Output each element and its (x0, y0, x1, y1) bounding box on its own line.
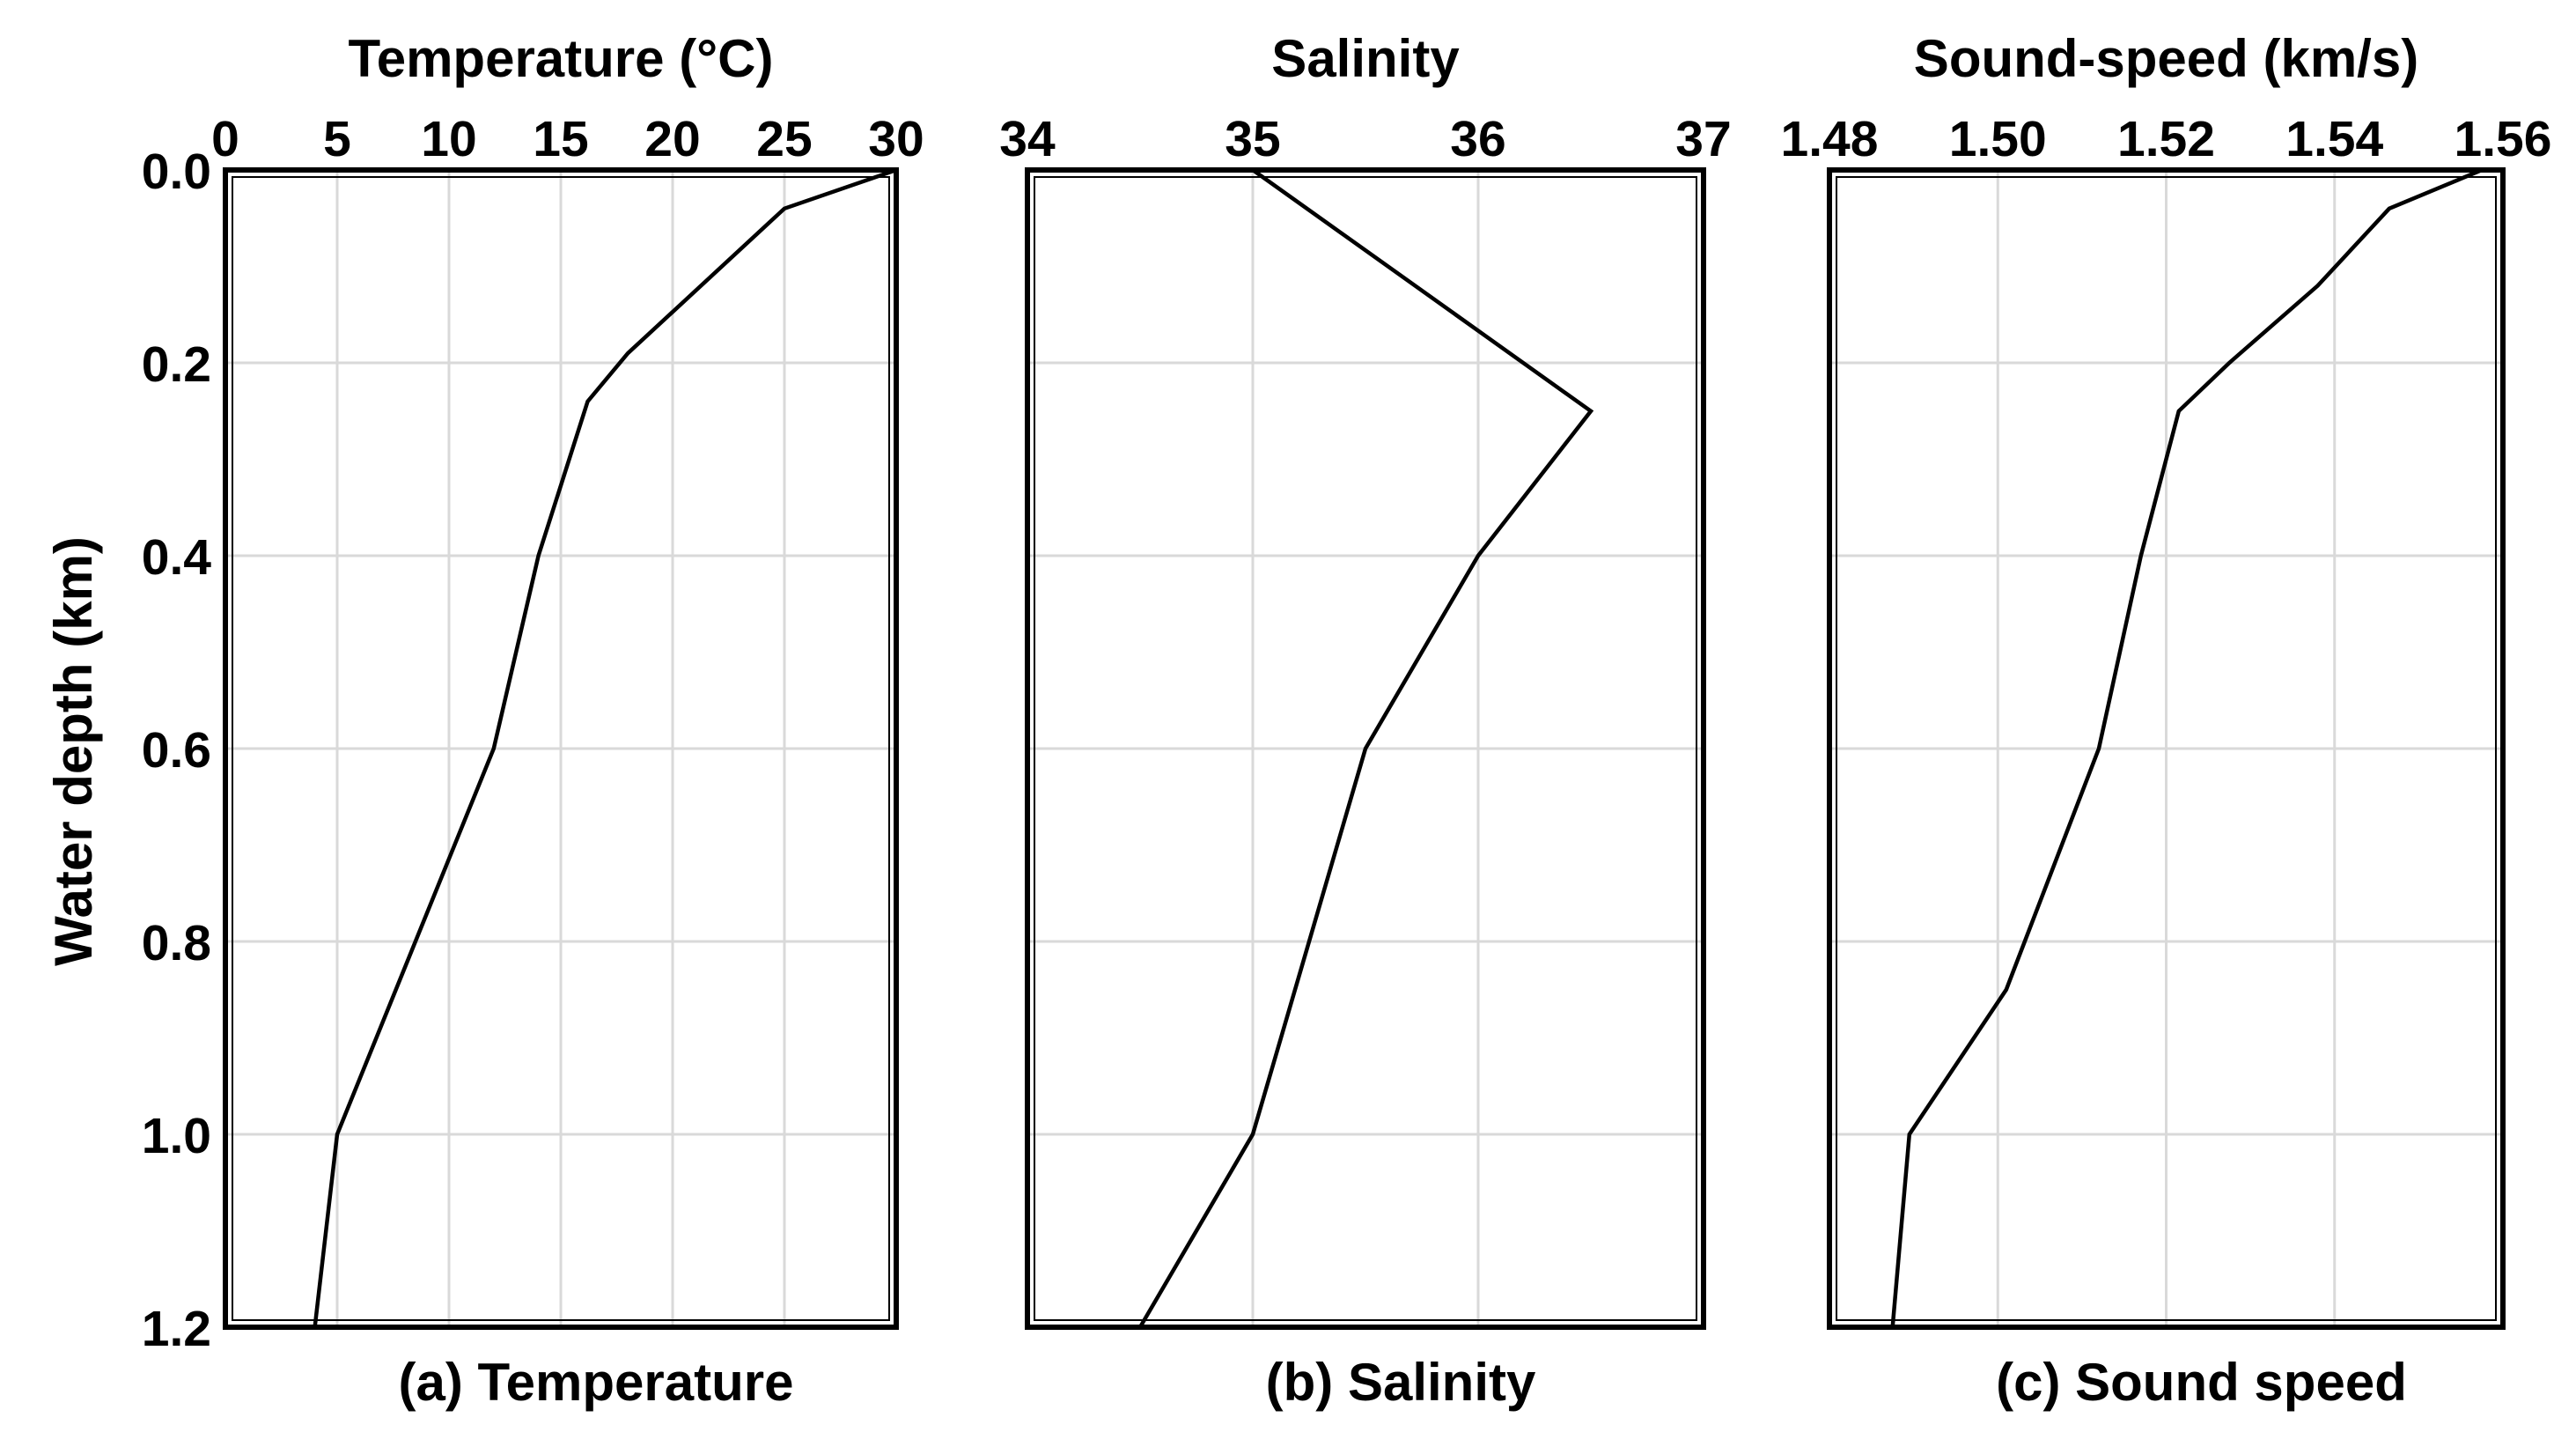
x-tick-label: 30 (868, 111, 924, 167)
panel-caption: (a) Temperature (398, 1353, 793, 1412)
profile-line-salinity (1138, 168, 1594, 1329)
x-tick-label: 10 (421, 111, 476, 167)
x-tick-label: 1.54 (2285, 111, 2383, 167)
chart-title: Sound-speed (km/s) (1914, 29, 2418, 88)
profile-line-sound-speed (1890, 167, 2483, 1328)
y-tick-label: 0.8 (142, 915, 211, 971)
plot-frame (1827, 167, 2506, 1330)
x-tick-label: 25 (756, 111, 812, 167)
y-tick-label: 0.4 (142, 529, 212, 586)
x-tick-label: 36 (1450, 111, 1505, 167)
panel-salinity: 34 35 36 37 Salinity (b) Salinity (999, 29, 1731, 1412)
x-tick-label: 1.56 (2455, 111, 2552, 167)
x-tick-label: 34 (999, 111, 1056, 167)
x-tick-label: 15 (533, 111, 588, 167)
y-tick-label: 1.0 (142, 1108, 211, 1164)
panel-caption: (b) Salinity (1266, 1353, 1536, 1412)
chart-title: Salinity (1271, 29, 1460, 88)
plot-frame (1025, 167, 1706, 1330)
x-tick-label: 1.52 (2117, 111, 2215, 167)
y-tick-label: 0.0 (142, 144, 211, 200)
x-tick-label: 1.48 (1781, 111, 1879, 167)
x-tick-label: 37 (1675, 111, 1731, 167)
profile-line-temperature (313, 167, 897, 1328)
y-tick-label: 1.2 (142, 1301, 211, 1357)
plot-frame-inner (232, 176, 890, 1321)
x-tick-label: 1.50 (1949, 111, 2047, 167)
x-tick-label: 0 (211, 111, 239, 167)
y-tick-label: 0.6 (142, 722, 211, 779)
plot-frame-inner (1836, 176, 2497, 1321)
x-tick-label: 5 (323, 111, 351, 167)
panel-sound-speed: 1.48 1.50 1.52 1.54 1.56 Sound-speed (km/s) (c… (1781, 29, 2552, 1412)
plot-frame-inner (1034, 176, 1697, 1321)
chart-title: Temperature (°C) (349, 29, 774, 88)
x-tick-label: 35 (1225, 111, 1280, 167)
plot-frame (223, 167, 899, 1330)
panels: 0 5 10 15 20 25 30 Temperature (°C) (a) Temperat… (142, 29, 2552, 1412)
x-tick-label: 20 (644, 111, 700, 167)
y-axis-label: Water depth (km) (44, 536, 103, 966)
y-tick-label: 0.2 (142, 336, 211, 393)
panel-temperature: 0 5 10 15 20 25 30 Temperature (°C) (a) Temperat… (142, 29, 924, 1412)
panel-caption: (c) Sound speed (1996, 1353, 2407, 1412)
